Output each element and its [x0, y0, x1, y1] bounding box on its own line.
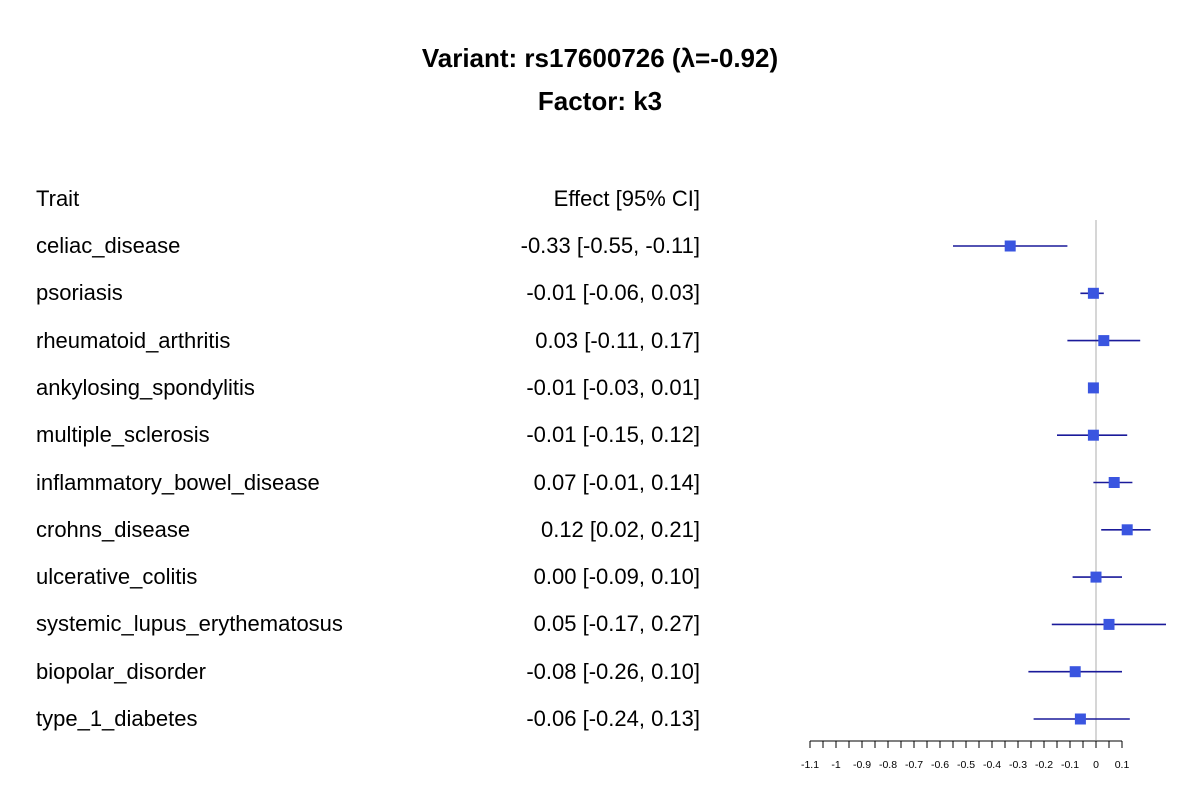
trait-label: biopolar_disorder: [36, 658, 206, 684]
point-estimate: [1087, 429, 1099, 441]
trait-label: ulcerative_colitis: [36, 564, 198, 590]
trait-label: ankylosing_spondylitis: [36, 374, 255, 400]
point-estimate: [1098, 335, 1110, 347]
effect-label: -0.01 [-0.15, 0.12]: [526, 422, 700, 448]
x-tick-label: -0.2: [1035, 759, 1053, 771]
x-tick-label: -0.4: [983, 759, 1001, 771]
effect-label: -0.33 [-0.55, -0.11]: [520, 233, 700, 258]
chart-title: Variant: rs17600726 (λ=-0.92): [421, 43, 779, 73]
x-tick-label: -0.7: [905, 759, 923, 771]
point-estimate: [1074, 713, 1086, 725]
effect-label: -0.06 [-0.24, 0.13]: [526, 706, 700, 731]
point-estimate: [1121, 524, 1133, 536]
trait-label: rheumatoid_arthritis: [36, 327, 231, 353]
x-tick-label: -0.3: [1009, 759, 1027, 771]
x-tick-label: -0.9: [853, 759, 871, 771]
effect-label: 0.00 [-0.09, 0.10]: [533, 564, 700, 590]
x-tick-label: -0.6: [931, 759, 949, 771]
point-estimate: [1103, 618, 1115, 630]
point-estimate: [1087, 287, 1099, 299]
x-tick-label: -1: [831, 759, 840, 771]
x-tick-label: -1.1: [801, 759, 819, 771]
trait-label: inflammatory_bowel_disease: [36, 469, 320, 495]
point-estimate: [1108, 477, 1120, 488]
effect-label: -0.01 [-0.06, 0.03]: [526, 280, 700, 306]
x-tick-label: 0.1: [1115, 759, 1130, 771]
trait-label: crohns_disease: [36, 516, 191, 542]
point-estimate: [1004, 240, 1016, 252]
trait-label: celiac_disease: [36, 233, 181, 258]
x-tick-label: -0.8: [879, 759, 897, 771]
trait-label: systemic_lupus_erythematosus: [36, 611, 343, 637]
effect-column-header: Effect [95% CI]: [553, 186, 700, 211]
effect-label: 0.05 [-0.17, 0.27]: [533, 611, 700, 637]
effect-label: 0.03 [-0.11, 0.17]: [535, 327, 700, 353]
trait-column-header: Trait: [36, 186, 80, 211]
point-estimate: [1087, 382, 1099, 394]
x-tick-label: -0.5: [957, 759, 975, 771]
trait-label: psoriasis: [36, 280, 123, 306]
x-tick-label: 0: [1093, 759, 1099, 771]
effect-label: 0.07 [-0.01, 0.14]: [533, 469, 700, 495]
trait-label: multiple_sclerosis: [36, 422, 210, 448]
chart-subtitle: Factor: k3: [537, 86, 663, 116]
effect-label: 0.12 [0.02, 0.21]: [540, 516, 700, 542]
point-estimate: [1090, 571, 1102, 583]
effect-label: -0.08 [-0.26, 0.10]: [526, 658, 700, 684]
point-estimate: [1069, 666, 1081, 678]
x-tick-label: -0.1: [1061, 759, 1079, 771]
trait-label: type_1_diabetes: [36, 706, 198, 731]
effect-label: -0.01 [-0.03, 0.01]: [526, 374, 700, 400]
